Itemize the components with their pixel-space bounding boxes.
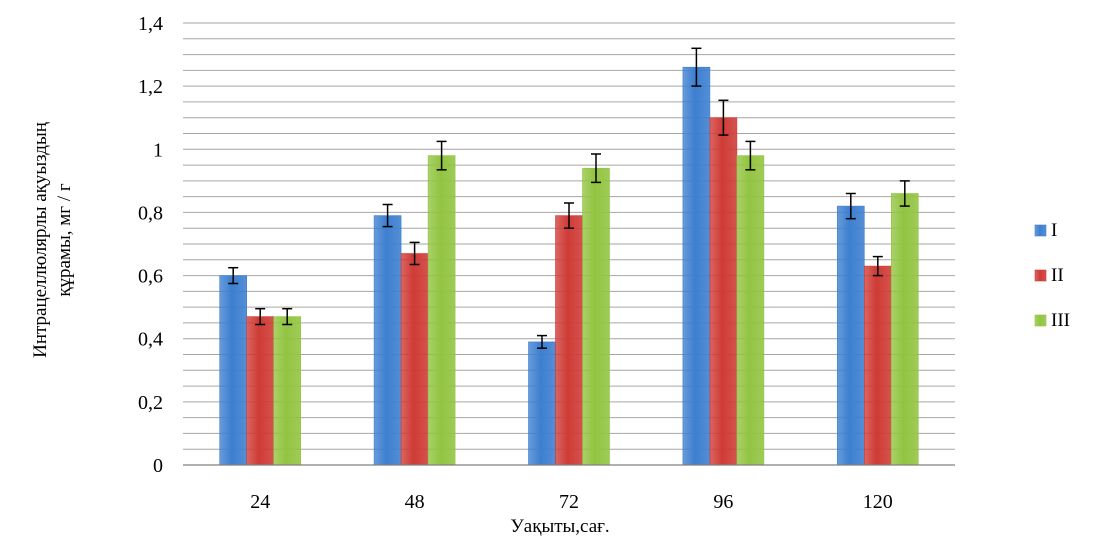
y-tick-label: 0,2 xyxy=(138,392,163,414)
error-bar-II-72 xyxy=(564,202,574,229)
error-bar-I-24 xyxy=(228,266,239,285)
y-tick-label: 0,6 xyxy=(138,266,163,288)
y-tick-label: 0,8 xyxy=(138,202,163,224)
y-axis-title-line-2: құрамы, мг / г xyxy=(54,183,75,297)
bar-I-96 xyxy=(682,66,711,466)
error-bar-I-48 xyxy=(382,203,393,228)
y-axis-title: Интрацеллюлярлы ақуыздың құрамы, мг / г xyxy=(30,122,75,358)
bar-I-48 xyxy=(373,215,402,466)
bars xyxy=(219,66,919,466)
x-tick-label: 24 xyxy=(250,491,270,513)
bar-II-120 xyxy=(863,265,892,466)
error-bar-I-96 xyxy=(691,47,702,87)
legend-label-III: III xyxy=(1051,310,1070,331)
bar-II-72 xyxy=(555,215,583,466)
x-tick-label: 72 xyxy=(559,491,579,513)
error-bars xyxy=(228,47,910,349)
error-bar-I-72 xyxy=(537,334,547,349)
x-axis-title: Уақыты,сағ. xyxy=(510,516,609,537)
error-bar-III-120 xyxy=(899,180,910,207)
error-bar-III-72 xyxy=(591,153,601,184)
legend-label-I: I xyxy=(1051,220,1057,241)
bar-III-96 xyxy=(736,155,765,466)
y-tick-label: 1 xyxy=(153,139,163,161)
y-tick-label: 1,4 xyxy=(138,13,163,35)
error-bar-III-24 xyxy=(282,307,293,326)
legend-label-II: II xyxy=(1051,265,1064,286)
bar-II-96 xyxy=(709,117,738,466)
error-bar-II-120 xyxy=(872,255,883,277)
bar-I-72 xyxy=(528,341,556,466)
x-axis-ticks: 24 48 72 96 120 xyxy=(250,491,893,513)
error-bar-II-48 xyxy=(409,241,420,266)
y-axis-ticks: 0 0,2 0,4 0,6 0,8 1 1,2 1,4 xyxy=(138,13,163,477)
x-tick-label: 120 xyxy=(863,491,893,513)
bar-I-120 xyxy=(836,205,865,466)
y-tick-label: 0 xyxy=(153,455,163,477)
bar-III-24 xyxy=(273,316,302,466)
bar-III-72 xyxy=(582,167,610,466)
error-bar-I-120 xyxy=(845,192,856,220)
y-tick-label: 1,2 xyxy=(138,76,163,98)
y-axis-title-line-1: Интрацеллюлярлы ақуыздың xyxy=(30,122,51,358)
legend-swatch-II xyxy=(1034,269,1047,282)
legend-swatch-III xyxy=(1034,314,1047,327)
error-bar-II-96 xyxy=(718,99,729,136)
legend-swatch-I xyxy=(1034,224,1047,237)
x-tick-label: 96 xyxy=(713,491,733,513)
y-tick-label: 0,4 xyxy=(138,329,163,351)
error-bar-III-96 xyxy=(745,140,756,171)
x-tick-label: 48 xyxy=(405,491,425,513)
bar-III-48 xyxy=(427,155,456,466)
bar-III-120 xyxy=(890,193,919,466)
bar-II-24 xyxy=(246,316,274,466)
bar-II-48 xyxy=(400,253,429,466)
error-bar-II-24 xyxy=(255,307,266,326)
bar-I-24 xyxy=(219,275,247,466)
error-bar-III-48 xyxy=(436,140,447,171)
